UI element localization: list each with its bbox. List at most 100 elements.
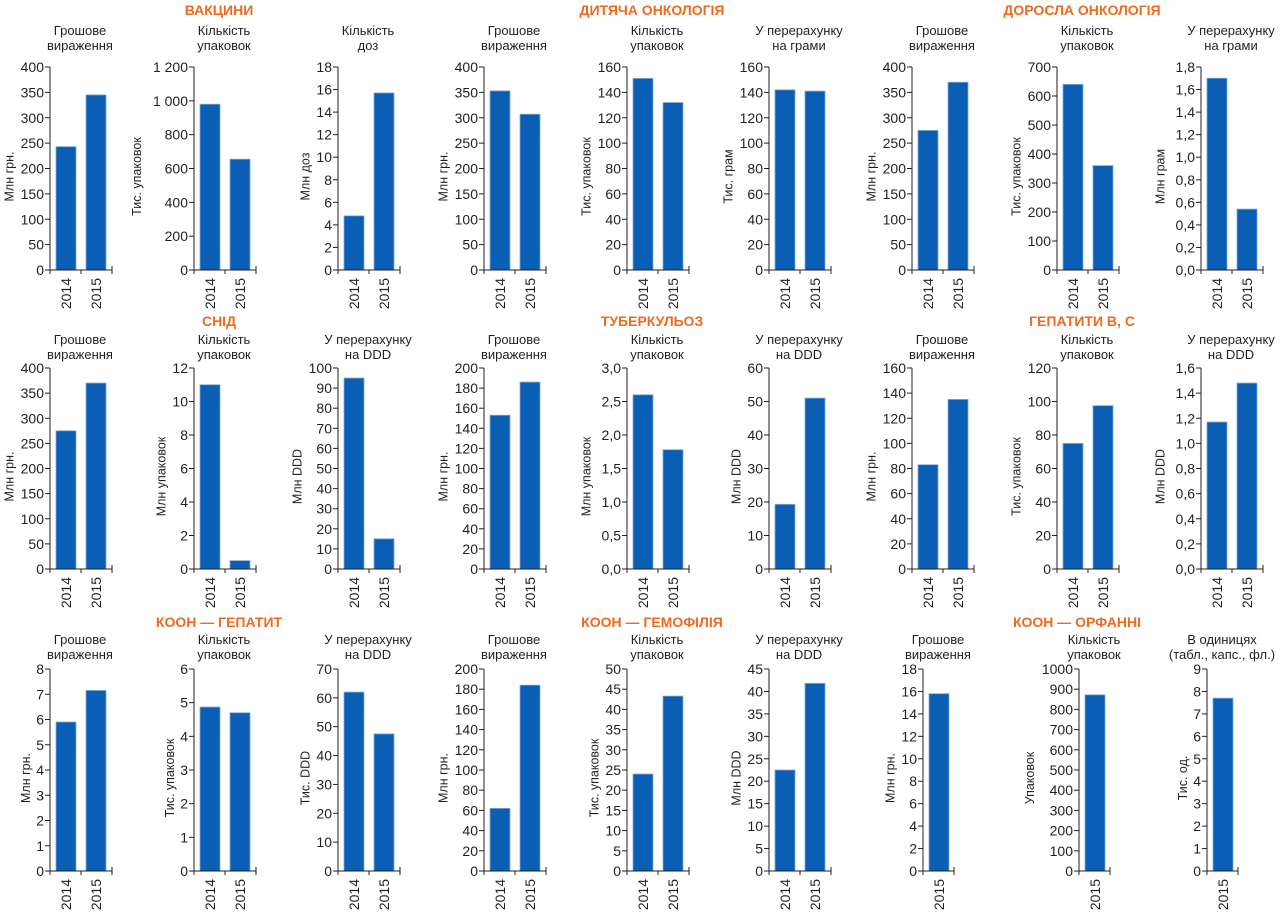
y-tick-label: 300 [455,110,479,126]
y-tick-label: 60 [747,186,763,202]
y-tick-label: 120 [883,410,907,426]
y-tick-label: 40 [890,511,906,527]
bar-2015 [229,712,251,872]
y-tick-label: 5 [180,695,188,711]
x-tick-label: 2014 [777,577,793,608]
bar-2015 [1092,165,1114,271]
bar-2014 [1206,77,1228,271]
bar-2015 [85,382,107,570]
y-axis-label: Млн грн. [436,152,450,202]
bar-2014 [55,430,77,570]
x-tick-label: 2015 [950,278,966,309]
y-tick-label: 200 [21,461,45,477]
bar-2014 [343,691,365,872]
x-tick-label: 2015 [1239,278,1255,309]
y-tick-label: 160 [883,360,907,376]
x-tick-label: 2014 [202,278,218,309]
y-tick-label: 10 [747,818,763,834]
chart-subtitle: упаковок [197,647,251,662]
x-tick-label: 2014 [1065,577,1081,608]
y-axis-label: Млн DDD [730,750,744,805]
y-tick-label: 0 [898,561,906,577]
y-tick-label: 0 [180,561,188,577]
chart-subtitle: Грошове [488,332,540,347]
bar-2015 [1212,697,1234,872]
y-tick-label: 16 [316,82,332,98]
y-tick-label: 10 [605,823,621,839]
y-tick-label: 0 [470,262,478,278]
y-tick-label: 0 [909,863,917,879]
y-tick-label: 2 [1193,818,1201,834]
y-tick-label: 140 [740,84,764,100]
y-tick-label: 200 [1028,204,1052,220]
y-tick-label: 0,8 [1176,172,1196,188]
section-title: КООН — ГЕМОФІЛІЯ [581,614,723,630]
y-tick-label: 5 [36,737,44,753]
x-tick-label: 2014 [777,278,793,309]
y-tick-label: 30 [747,461,763,477]
y-tick-label: 14 [316,104,332,120]
x-tick-label: 2015 [522,879,538,910]
chart-subtitle: Кількість [198,23,251,38]
bar-2015 [1084,694,1106,872]
y-axis-label: Млн грн. [436,452,450,502]
y-tick-label: 3 [1193,796,1201,812]
y-axis-label: Млн упаковок [579,436,593,516]
x-tick-label: 2015 [232,879,248,910]
y-tick-label: 200 [455,161,479,177]
y-tick-label: 20 [890,536,906,552]
y-tick-label: 160 [455,400,479,416]
y-tick-label: 10 [172,394,188,410]
bar-2014 [343,215,365,271]
y-tick-label: 100 [1028,394,1052,410]
bar-2015 [85,690,107,872]
y-tick-label: 40 [605,701,621,717]
y-tick-label: 1,2 [1176,410,1196,426]
y-tick-label: 10 [747,528,763,544]
y-tick-label: 20 [605,782,621,798]
chart-subtitle: Кількість [198,632,251,647]
bar-2014 [917,130,939,271]
bar-2014 [343,377,365,570]
y-axis-label: Млн грн. [19,753,33,803]
y-tick-label: 300 [1050,802,1074,818]
y-tick-label: 0,0 [602,561,622,577]
y-tick-label: 14 [901,706,917,722]
y-tick-label: 6 [324,194,332,210]
chart-subtitle: Кількість [631,332,684,347]
y-tick-label: 10 [901,751,917,767]
chart-subtitle: У перерахунку [324,332,412,347]
y-tick-label: 120 [740,110,764,126]
section-title: ДОРОСЛА ОНКОЛОГІЯ [1003,2,1160,18]
y-tick-label: 1,6 [1176,82,1196,98]
y-tick-label: 30 [605,742,621,758]
y-tick-label: 120 [455,742,479,758]
y-tick-label: 40 [747,211,763,227]
y-tick-label: 12 [316,127,332,143]
y-tick-label: 1,5 [602,461,622,477]
x-tick-label: 2015 [665,879,681,910]
section-title: ГЕПАТИТИ В, С [1029,313,1135,329]
y-tick-label: 0 [324,262,332,278]
y-tick-label: 1,6 [1176,360,1196,376]
y-tick-label: 1,0 [1176,435,1196,451]
bar-2014 [199,706,221,872]
bar-2014 [774,89,796,271]
y-tick-label: 80 [605,161,621,177]
y-tick-label: 7 [36,686,44,702]
bar-2014 [774,503,796,570]
y-tick-label: 50 [605,661,621,677]
y-tick-label: 60 [605,186,621,202]
chart-subtitle: Грошове [488,23,540,38]
y-axis-label: Тис. упаковок [579,137,593,216]
y-tick-label: 250 [883,135,907,151]
y-tick-label: 0 [1193,863,1201,879]
chart-subtitle: упаковок [197,347,251,362]
x-tick-label: 2015 [807,278,823,309]
y-tick-label: 60 [1035,461,1051,477]
y-tick-label: 20 [316,805,332,821]
y-tick-label: 40 [605,211,621,227]
y-tick-label: 100 [21,511,45,527]
